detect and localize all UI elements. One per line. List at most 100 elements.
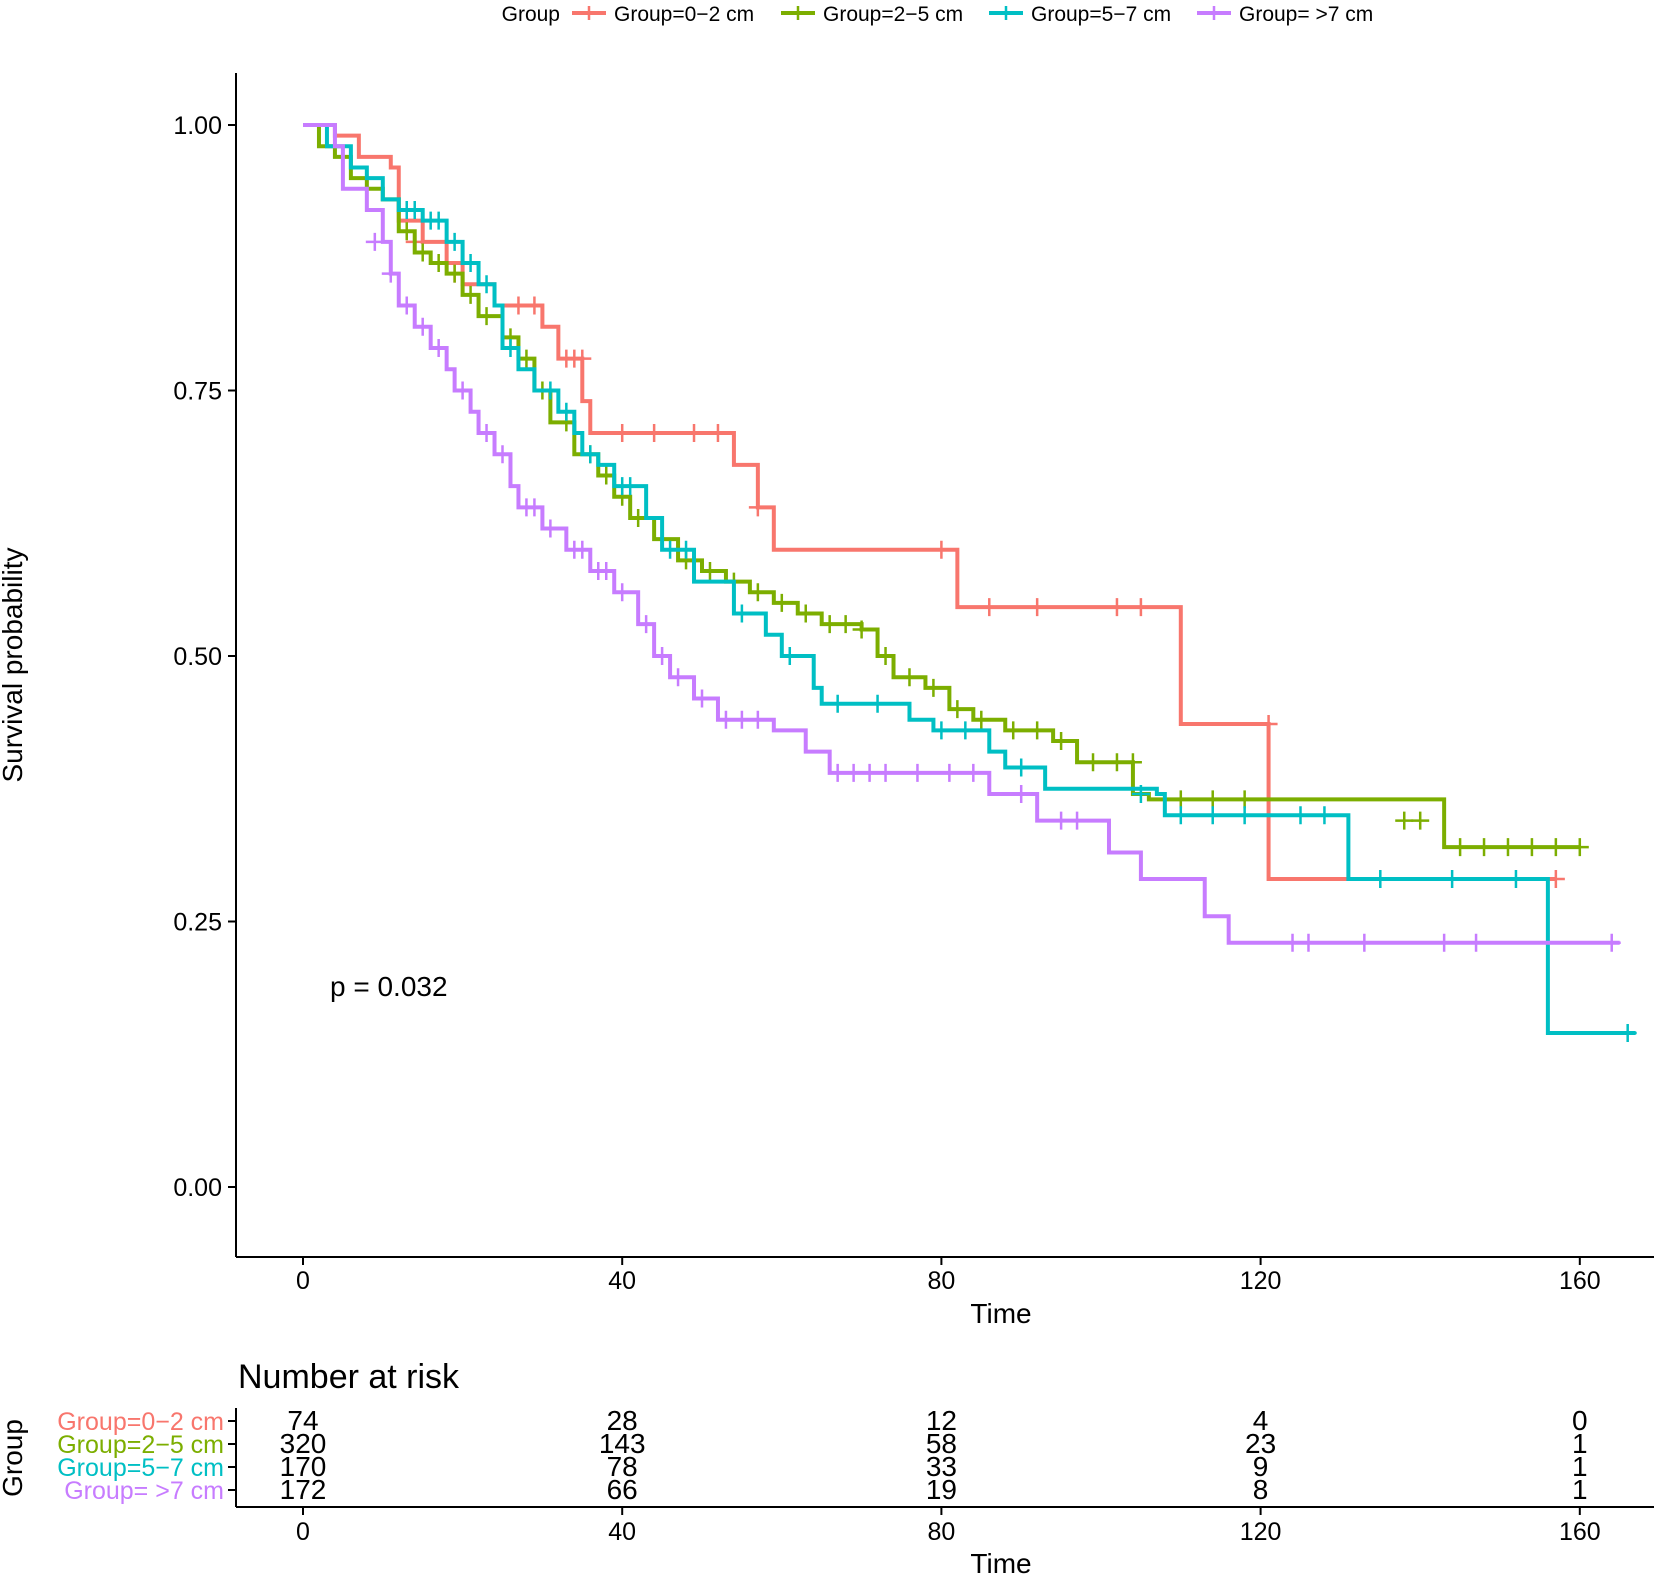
censor-mark	[1522, 838, 1541, 857]
risk-row-label: Group=2−5 cm	[57, 1431, 224, 1459]
legend-label: Group=0−2 cm	[614, 3, 754, 26]
censor-mark	[1203, 806, 1222, 825]
series-group-5-7-cm	[303, 123, 1637, 1043]
risk-count: 28	[607, 1405, 638, 1436]
legend: Group Group=0−2 cm Group=2−5 cm Group=5−7 …	[502, 3, 1374, 26]
censor-mark	[1028, 721, 1047, 740]
censor-mark	[1235, 806, 1254, 825]
censor-mark	[581, 445, 600, 464]
series-group-0-2-cm	[303, 123, 1565, 889]
series-group-2-5-cm	[303, 123, 1589, 857]
x-tick-label: 40	[608, 1267, 636, 1295]
censor-mark	[748, 710, 767, 729]
p-value-annotation: p = 0.032	[330, 971, 448, 1002]
risk-count: 172	[280, 1474, 327, 1505]
risk-table: Number at risk Group Group=0−2 cm 74 28 12 4…	[0, 1358, 1654, 1578]
censor-mark	[1546, 838, 1565, 857]
censor-mark	[461, 254, 480, 273]
risk-count: 1	[1572, 1474, 1588, 1505]
survival-curve	[303, 123, 1636, 1036]
legend-label: Group= >7 cm	[1239, 3, 1373, 26]
survival-curve	[303, 123, 1556, 882]
risk-count: 74	[287, 1405, 318, 1436]
censor-mark	[1131, 598, 1150, 617]
series-group-7-cm	[303, 123, 1621, 952]
censor-mark	[621, 477, 640, 496]
risk-count: 12	[926, 1405, 957, 1436]
censor-mark	[828, 763, 847, 782]
censor-mark	[1052, 811, 1071, 830]
censor-mark	[1107, 753, 1126, 772]
censor-mark	[1171, 806, 1190, 825]
censor-mark	[700, 562, 719, 581]
censor-mark	[637, 615, 656, 634]
legend-swatch-censor	[582, 6, 596, 20]
risk-row-label: Group= >7 cm	[64, 1477, 224, 1505]
censor-mark	[908, 763, 927, 782]
censor-mark	[429, 339, 448, 358]
censor-mark	[1618, 1024, 1637, 1043]
censor-mark	[445, 264, 464, 283]
censor-mark	[661, 540, 680, 559]
censor-mark	[541, 381, 560, 400]
censor-mark	[1506, 870, 1525, 889]
risk-count: 0	[1572, 1405, 1588, 1436]
censor-mark	[1004, 721, 1023, 740]
censor-mark	[429, 254, 448, 273]
censor-mark	[525, 498, 544, 517]
censor-mark	[932, 540, 951, 559]
risk-table-y-title: Group	[0, 1419, 28, 1497]
censor-mark	[693, 689, 711, 708]
censor-mark	[932, 721, 951, 740]
censor-mark	[1259, 714, 1278, 733]
censor-mark	[1411, 811, 1430, 830]
censor-mark	[940, 763, 959, 782]
x-tick-label: 160	[1559, 1267, 1601, 1295]
censor-mark	[868, 694, 887, 713]
x-tick-label: 80	[927, 1267, 955, 1295]
censor-mark	[1084, 753, 1103, 772]
risk-table-x-title: Time	[970, 1548, 1031, 1578]
legend-item-group-5-7-cm: Group=5−7 cm	[989, 3, 1171, 26]
risk-x-tick-label: 120	[1240, 1518, 1282, 1546]
censor-mark	[645, 423, 664, 442]
censor-mark	[1123, 753, 1142, 772]
legend-swatch-censor	[1207, 6, 1221, 20]
censor-mark	[1443, 870, 1462, 889]
censor-mark	[748, 583, 767, 602]
survival-plot: 0.00 0.25 0.50 0.75 1.00 0 40 80 120 160 Time Su…	[0, 73, 1654, 1329]
censor-mark	[501, 339, 520, 358]
censor-mark	[669, 668, 688, 687]
censor-mark	[557, 402, 576, 421]
censor-mark	[365, 232, 384, 251]
censor-mark	[732, 710, 751, 729]
y-tick-label: 0.50	[173, 643, 222, 671]
censor-mark	[413, 317, 432, 336]
censor-mark	[461, 285, 480, 304]
censor-mark	[1107, 598, 1126, 617]
censor-mark	[405, 200, 424, 219]
censor-mark	[948, 700, 967, 719]
risk-count: 19	[926, 1474, 957, 1505]
censor-mark	[541, 519, 560, 538]
censor-mark	[1355, 933, 1374, 952]
risk-x-tick-label: 160	[1559, 1518, 1601, 1546]
x-tick-label: 0	[296, 1267, 310, 1295]
censor-mark	[573, 349, 592, 368]
risk-row-group-2-5-cm: Group=2−5 cm 320 143 58 23 1	[57, 1428, 1587, 1459]
censor-mark	[732, 604, 751, 623]
risk-row-label: Group=5−7 cm	[57, 1454, 224, 1482]
risk-row-group-7-cm: Group= >7 cm 172 66 19 8 1	[64, 1474, 1587, 1505]
censor-mark	[381, 264, 400, 283]
censor-mark	[573, 540, 592, 559]
censor-mark	[844, 763, 863, 782]
risk-count: 320	[280, 1428, 327, 1459]
risk-count: 9	[1253, 1451, 1269, 1482]
legend-swatch-censor	[999, 6, 1013, 20]
x-axis-title: Time	[970, 1298, 1031, 1329]
y-tick-label: 0.75	[173, 378, 222, 406]
legend-label: Group=5−7 cm	[1031, 3, 1171, 26]
censor-mark	[852, 620, 871, 639]
censor-mark	[493, 445, 512, 464]
